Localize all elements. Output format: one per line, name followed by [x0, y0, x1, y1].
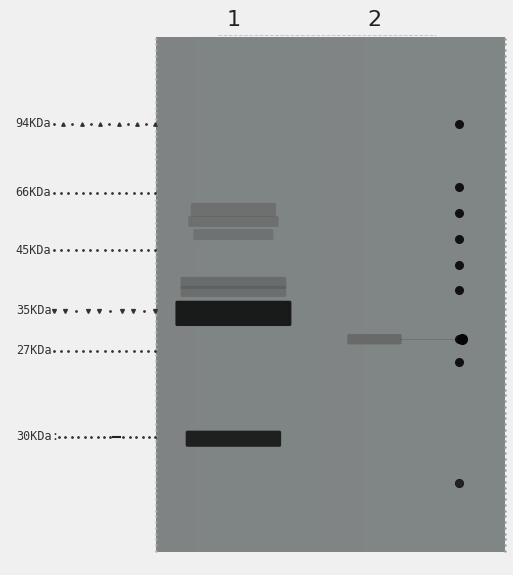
FancyBboxPatch shape: [191, 203, 276, 217]
Text: 27KDa: 27KDa: [16, 344, 51, 357]
Text: 66KDa: 66KDa: [16, 186, 51, 199]
FancyBboxPatch shape: [175, 301, 291, 326]
Text: 1: 1: [226, 10, 241, 30]
FancyBboxPatch shape: [181, 286, 286, 297]
FancyBboxPatch shape: [347, 334, 402, 344]
Text: 2: 2: [367, 10, 382, 30]
Bar: [156, 37, 505, 552]
Text: 30KDa: 30KDa: [16, 431, 51, 443]
Text: 45KDa: 45KDa: [16, 244, 51, 256]
FancyBboxPatch shape: [188, 216, 279, 227]
FancyBboxPatch shape: [186, 431, 281, 447]
FancyBboxPatch shape: [193, 229, 273, 240]
Text: 94KDa: 94KDa: [16, 117, 51, 130]
FancyBboxPatch shape: [181, 277, 286, 289]
Text: :: :: [51, 431, 58, 443]
Text: 35KDa: 35KDa: [16, 304, 51, 317]
